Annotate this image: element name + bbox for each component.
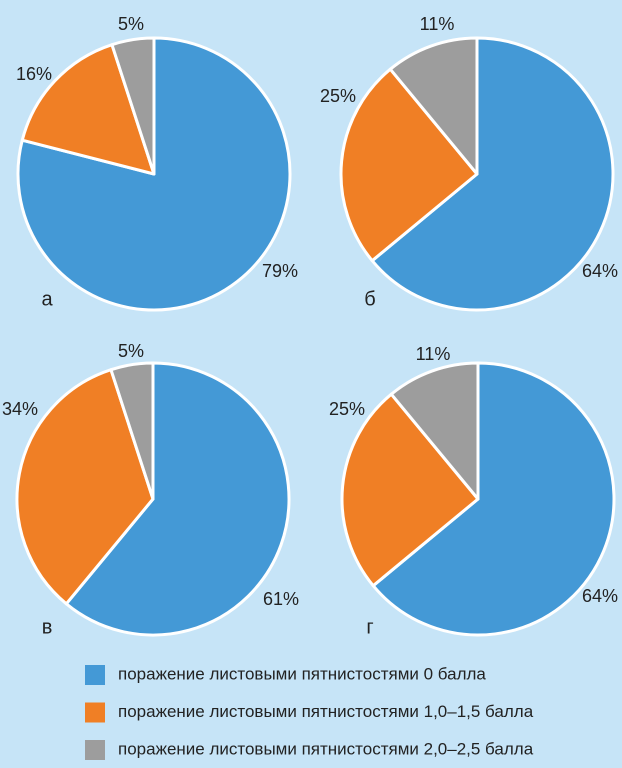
value-label: 11% xyxy=(420,14,455,34)
pie-title: а xyxy=(41,288,53,310)
pie-slice xyxy=(340,392,480,588)
pie-title: б xyxy=(364,288,375,310)
value-label: 34% xyxy=(2,399,38,419)
pie-slice xyxy=(389,361,480,501)
legend-swatch xyxy=(85,740,105,760)
value-label: 64% xyxy=(582,261,618,281)
pie-slice xyxy=(109,361,155,501)
value-label: 25% xyxy=(320,86,356,106)
value-label: 25% xyxy=(329,399,365,419)
value-label: 61% xyxy=(263,589,299,609)
pie-slice xyxy=(15,368,155,606)
pie-slice xyxy=(371,361,616,637)
legend-label: поражение листовыми пятнистостями 2,0–2,… xyxy=(118,739,534,758)
pie-slice xyxy=(370,36,615,312)
value-label: 11% xyxy=(416,344,451,364)
legend-label: поражение листовыми пятнистостями 1,0–1,… xyxy=(118,702,534,721)
legend-label: поражение листовыми пятнистостями 0 балл… xyxy=(118,664,486,683)
pie-slice xyxy=(64,361,291,637)
pie-slice xyxy=(339,67,479,263)
legend-swatch xyxy=(85,702,105,723)
legend-swatch xyxy=(85,665,105,685)
pie-slice xyxy=(388,36,479,176)
value-label: 64% xyxy=(582,586,618,606)
value-label: 79% xyxy=(262,261,298,281)
value-label: 5% xyxy=(118,14,144,34)
pie-title: в xyxy=(42,616,53,638)
pie-title: г xyxy=(366,616,373,638)
value-label: 16% xyxy=(16,64,52,84)
value-label: 5% xyxy=(118,341,144,361)
pie-slice xyxy=(110,36,156,176)
